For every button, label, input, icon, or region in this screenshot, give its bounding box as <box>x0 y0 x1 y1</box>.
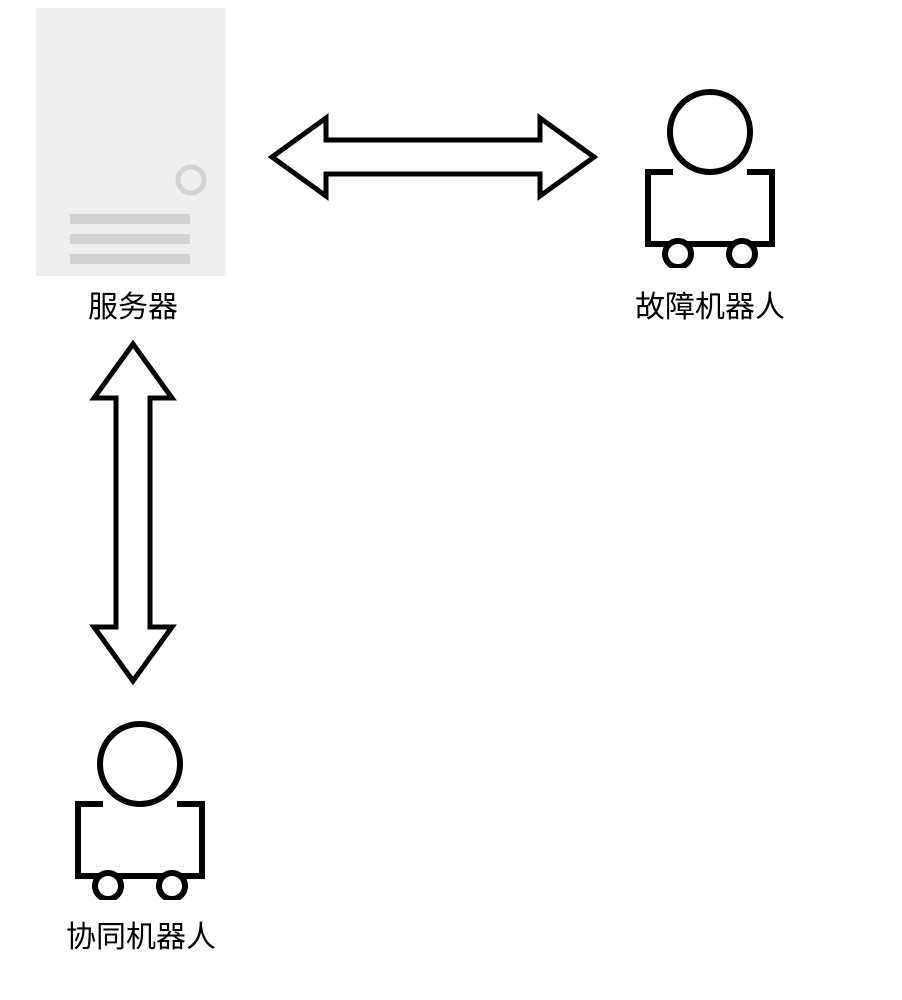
fault-robot-label: 故障机器人 <box>635 282 785 326</box>
server-label: 服务器 <box>88 282 178 326</box>
diagram-canvas: 服务器 故障机器人 协同机器人 <box>0 0 902 1000</box>
coop-robot-node <box>60 720 220 900</box>
arrow-server-fault <box>268 112 598 202</box>
server-node <box>36 8 226 276</box>
double-arrow-vertical-icon <box>88 340 178 685</box>
robot-icon <box>630 88 790 268</box>
robot-icon <box>60 720 220 900</box>
arrow-server-coop <box>88 340 178 685</box>
fault-robot-node <box>630 88 790 268</box>
server-icon <box>36 8 226 276</box>
double-arrow-horizontal-icon <box>268 112 598 202</box>
coop-robot-label: 协同机器人 <box>66 912 216 956</box>
